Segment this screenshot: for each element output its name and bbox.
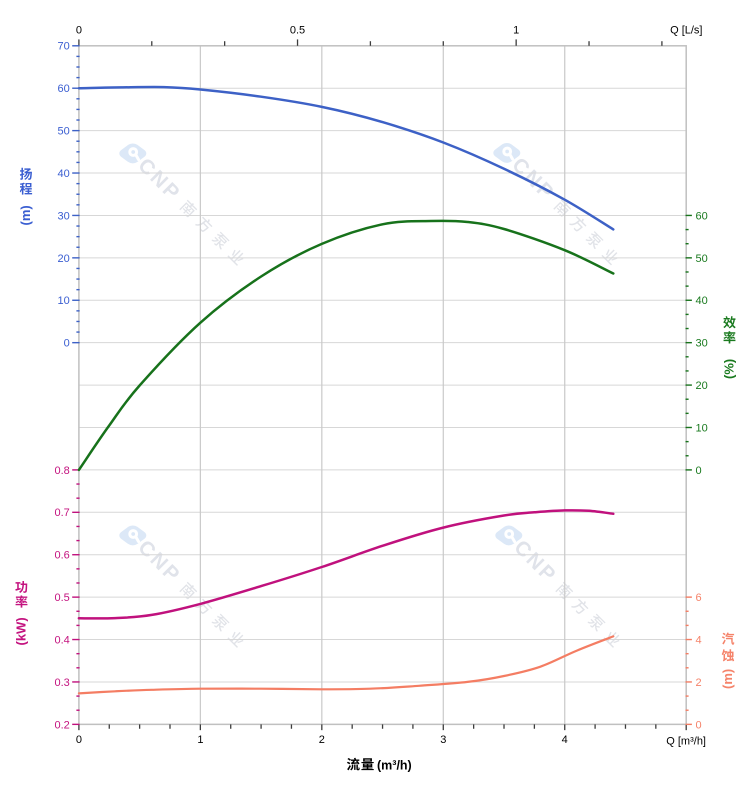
svg-text:2: 2 [319,734,325,746]
svg-text:0.8: 0.8 [55,465,70,477]
svg-text:0.3: 0.3 [55,677,70,689]
svg-text:0.4: 0.4 [55,634,70,646]
svg-text:(kW): (kW) [13,617,28,645]
svg-text:(m): (m) [720,669,735,689]
svg-text:0: 0 [64,338,70,350]
svg-text:60: 60 [58,83,70,95]
svg-text:1: 1 [513,25,519,37]
svg-text:6: 6 [696,592,702,604]
svg-text:(m³/h): (m³/h) [377,758,412,772]
svg-text:2: 2 [696,677,702,689]
svg-text:30: 30 [696,338,708,350]
svg-text:60: 60 [696,210,708,222]
svg-text:0.7: 0.7 [55,507,70,519]
svg-text:0: 0 [696,465,702,477]
svg-text:70: 70 [58,41,70,53]
svg-text:10: 10 [696,422,708,434]
svg-text:50: 50 [696,253,708,265]
svg-text:0: 0 [76,734,82,746]
svg-text:20: 20 [696,380,708,392]
svg-text:10: 10 [58,295,70,307]
svg-text:3: 3 [440,734,446,746]
svg-text:Q [L/s]: Q [L/s] [670,24,702,36]
svg-text:0: 0 [696,719,702,731]
svg-text:40: 40 [696,295,708,307]
svg-text:1: 1 [197,734,203,746]
svg-text:(m): (m) [18,205,33,225]
svg-text:40: 40 [58,168,70,180]
svg-text:30: 30 [58,210,70,222]
svg-text:Q [m³/h]: Q [m³/h] [666,735,706,747]
svg-text:4: 4 [562,734,568,746]
svg-text:4: 4 [696,634,702,646]
svg-text:50: 50 [58,126,70,138]
svg-text:0: 0 [76,25,82,37]
svg-text:0.6: 0.6 [55,550,70,562]
svg-text:20: 20 [58,253,70,265]
svg-text:0.5: 0.5 [290,25,305,37]
svg-text:0.5: 0.5 [55,592,70,604]
svg-text:0.2: 0.2 [55,719,70,731]
svg-text:(%): (%) [721,359,736,379]
